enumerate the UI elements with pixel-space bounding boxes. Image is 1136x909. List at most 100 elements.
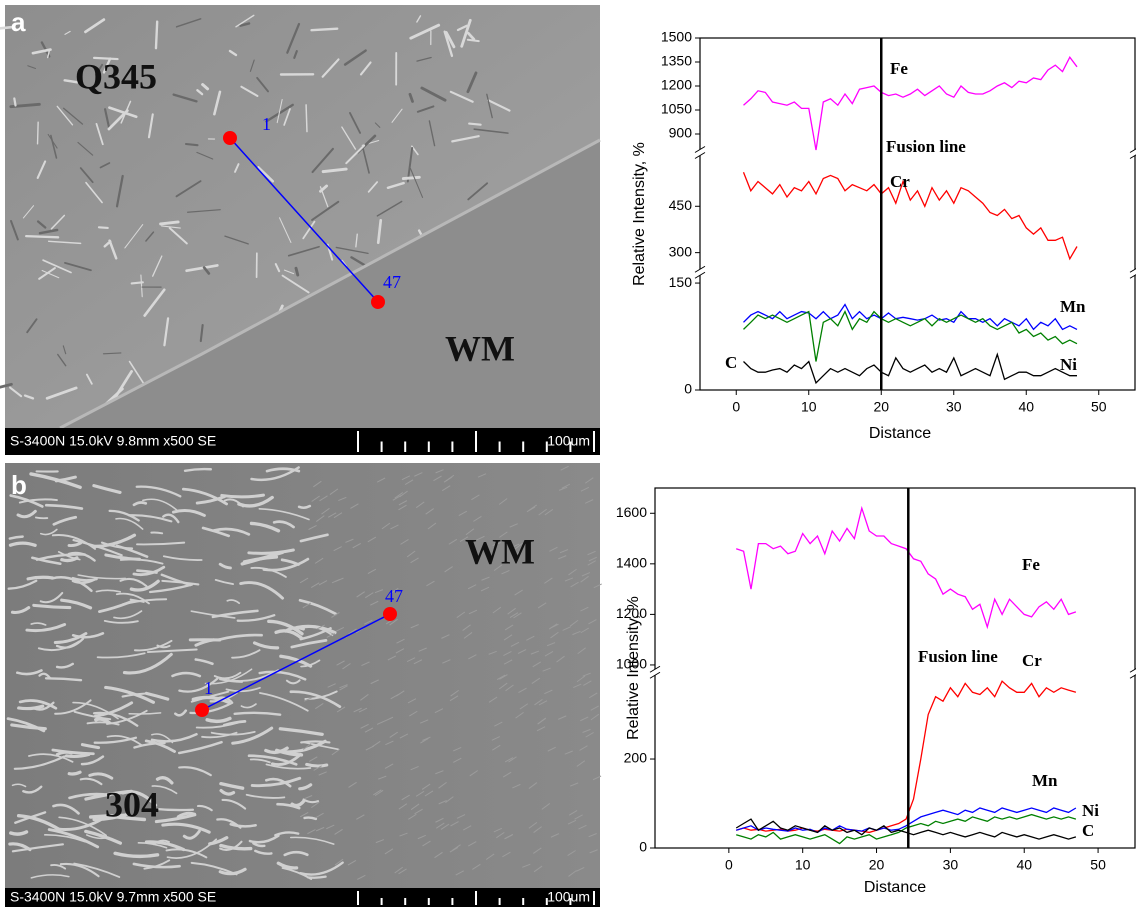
grain [590, 705, 599, 711]
grain [576, 760, 586, 767]
grain [310, 27, 339, 32]
grain [211, 609, 259, 619]
grain [313, 765, 322, 771]
grain [582, 728, 591, 733]
grain [574, 814, 583, 820]
axis-break-gap [649, 669, 661, 676]
grain [47, 133, 58, 149]
grain [335, 246, 369, 255]
panel-letter: a [11, 7, 26, 37]
grain [384, 716, 394, 722]
series-label: Ni [1082, 801, 1099, 820]
grain [38, 672, 51, 680]
grain [16, 813, 62, 832]
grain [168, 227, 188, 245]
grain [588, 833, 597, 838]
grain [8, 541, 37, 547]
grain [386, 181, 405, 189]
grain [249, 521, 281, 533]
grain [592, 775, 602, 781]
grain [113, 610, 143, 620]
grain [144, 691, 170, 701]
grain [341, 126, 357, 150]
grain [95, 122, 104, 146]
grain [336, 660, 345, 666]
grain [569, 619, 579, 627]
axis-break-gap [694, 269, 706, 276]
grain [422, 736, 431, 741]
grain [128, 360, 146, 387]
grain [276, 802, 301, 810]
grain [52, 803, 80, 815]
grain [477, 473, 487, 478]
grain [558, 555, 567, 560]
grain [425, 508, 434, 515]
grain [518, 687, 527, 694]
grain [449, 90, 474, 103]
grain [64, 30, 71, 35]
grain [60, 598, 93, 610]
grain [408, 92, 414, 103]
grain [513, 549, 523, 557]
grain [339, 684, 348, 689]
grain [56, 105, 74, 126]
grain [10, 219, 19, 241]
grain [124, 224, 144, 249]
grain [44, 677, 83, 682]
fusion-label: Fusion line [918, 647, 998, 666]
grain [509, 523, 518, 528]
grain [528, 821, 538, 829]
grain [195, 721, 240, 729]
grain [55, 637, 85, 649]
grain [443, 476, 453, 483]
grain [161, 225, 181, 229]
grain [175, 18, 202, 28]
grain [438, 800, 447, 805]
y-tick-label: 1200 [661, 77, 692, 93]
grain [247, 548, 295, 555]
grain [286, 22, 301, 54]
grain [579, 745, 588, 751]
grain [509, 612, 519, 618]
grain [410, 557, 419, 564]
series-line [735, 505, 1077, 630]
series-line [736, 813, 1077, 845]
grain [374, 122, 381, 128]
grain [394, 866, 403, 874]
grain [467, 584, 477, 590]
grain [415, 790, 425, 797]
grain [249, 59, 255, 72]
grain [581, 572, 591, 577]
grain [22, 785, 43, 794]
axis-break-gap [694, 149, 706, 156]
grain [559, 549, 569, 554]
grain [289, 690, 342, 709]
grain [417, 834, 426, 840]
scale-text: 100um [547, 889, 590, 905]
grain [384, 848, 394, 855]
grain [373, 789, 382, 796]
grain [564, 750, 573, 755]
grain [297, 504, 312, 509]
grain [502, 851, 511, 858]
grain [326, 824, 335, 830]
grain [584, 499, 594, 504]
info-text: S-3400N 15.0kV 9.8mm x500 SE [10, 433, 216, 449]
grain [219, 843, 253, 851]
grain [47, 240, 82, 245]
grain [114, 815, 147, 822]
grain [514, 542, 524, 550]
grain [544, 689, 553, 695]
grain [435, 770, 444, 775]
grain [530, 650, 540, 655]
grain [492, 542, 501, 547]
grain [498, 498, 508, 505]
grain [13, 97, 17, 107]
microstructure [0, 14, 511, 427]
grain [570, 782, 579, 787]
grain [410, 803, 420, 811]
grain [278, 727, 324, 737]
grain [190, 690, 230, 703]
series-line [736, 680, 1077, 834]
